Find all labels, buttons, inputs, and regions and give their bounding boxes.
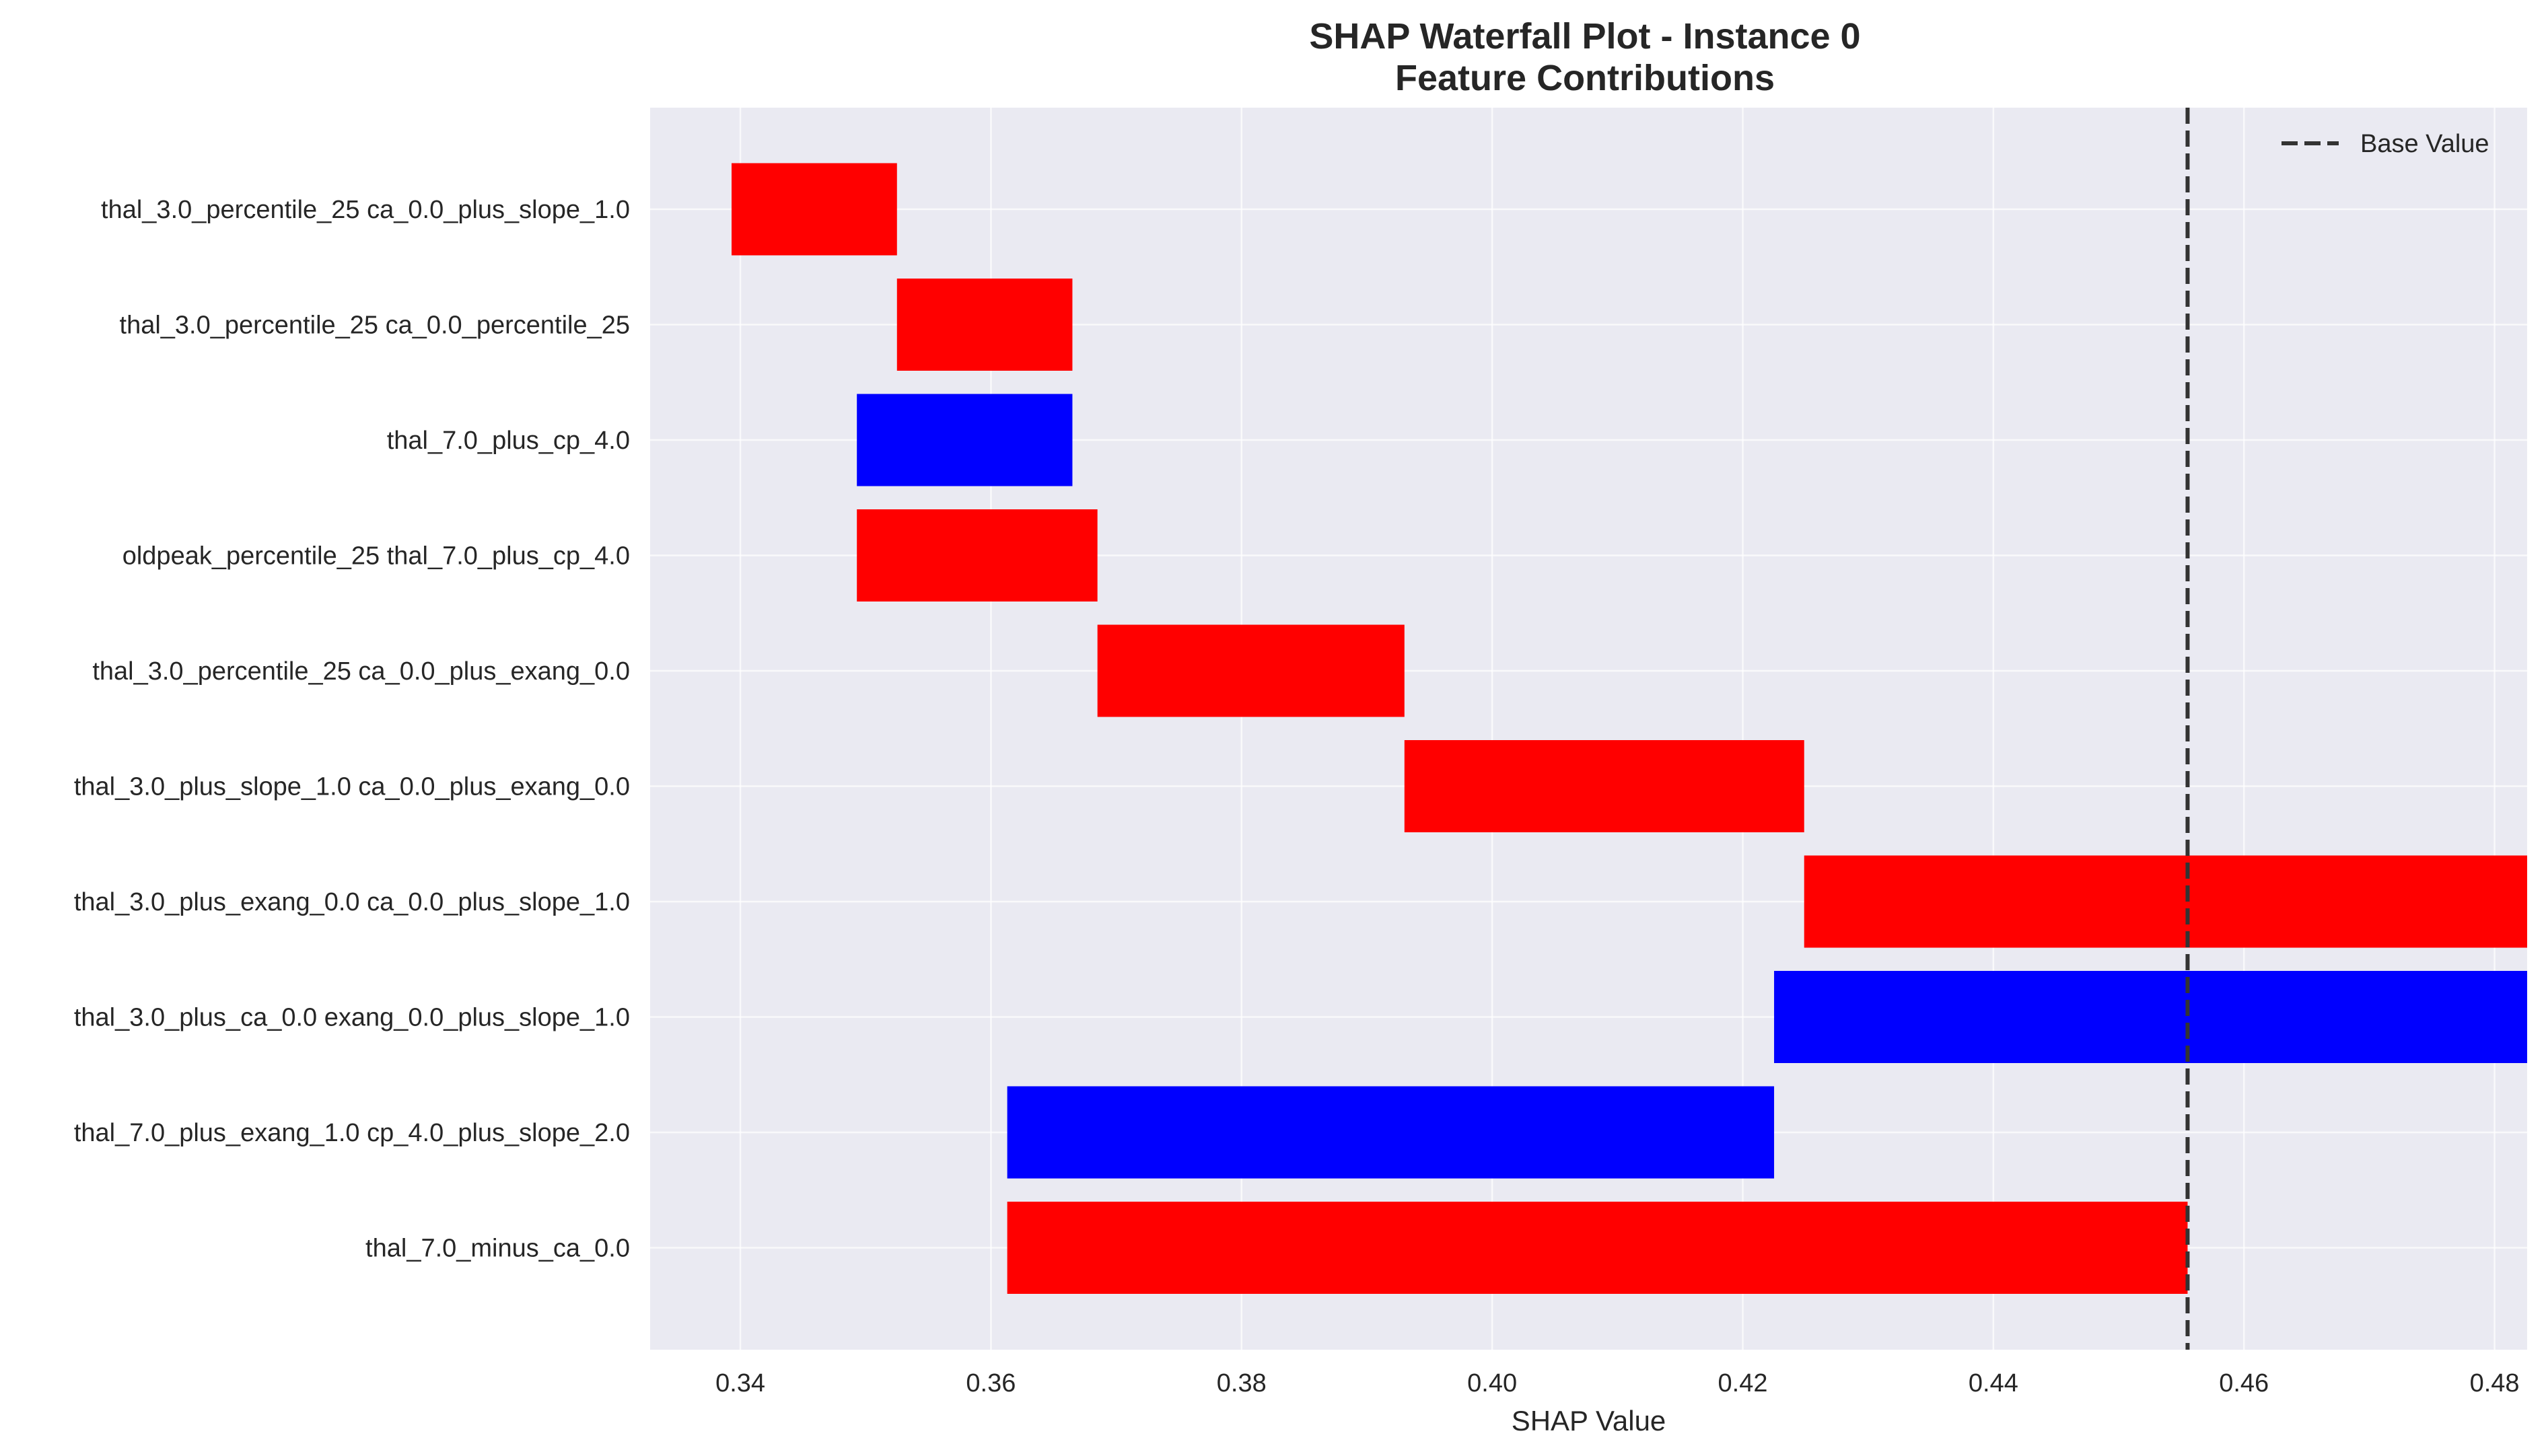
x-tick-label: 0.42 bbox=[1718, 1369, 1768, 1397]
y-tick-labels: thal_3.0_percentile_25 ca_0.0_plus_slope… bbox=[74, 196, 630, 1263]
x-tick-label: 0.46 bbox=[2219, 1369, 2269, 1397]
bar bbox=[1007, 1086, 1775, 1179]
bar bbox=[857, 509, 1098, 602]
x-tick-label: 0.48 bbox=[2470, 1369, 2520, 1397]
bar bbox=[857, 394, 1073, 486]
chart-title-line-2: Feature Contributions bbox=[1395, 58, 1775, 98]
bar bbox=[1804, 855, 2527, 948]
y-tick-label: thal_3.0_percentile_25 ca_0.0_plus_exang… bbox=[92, 657, 630, 686]
y-tick-label: thal_3.0_plus_ca_0.0 exang_0.0_plus_slop… bbox=[74, 1004, 630, 1032]
y-tick-label: thal_7.0_minus_ca_0.0 bbox=[365, 1235, 630, 1263]
x-axis-label: SHAP Value bbox=[1512, 1405, 1666, 1436]
bars bbox=[732, 163, 2527, 1294]
x-tick-label: 0.36 bbox=[966, 1369, 1016, 1397]
x-tick-label: 0.40 bbox=[1467, 1369, 1517, 1397]
bar bbox=[1097, 624, 1405, 717]
y-tick-label: thal_3.0_plus_exang_0.0 ca_0.0_plus_slop… bbox=[74, 888, 630, 916]
chart-title-line-1: SHAP Waterfall Plot - Instance 0 bbox=[1309, 16, 1860, 57]
x-tick-label: 0.34 bbox=[715, 1369, 765, 1397]
legend-label: Base Value bbox=[2360, 130, 2489, 158]
y-tick-label: thal_7.0_plus_cp_4.0 bbox=[387, 427, 630, 455]
y-tick-label: thal_3.0_percentile_25 ca_0.0_plus_slope… bbox=[101, 196, 630, 224]
y-tick-label: thal_3.0_percentile_25 ca_0.0_percentile… bbox=[120, 312, 630, 340]
x-tick-label: 0.44 bbox=[1969, 1369, 2018, 1397]
x-tick-label: 0.38 bbox=[1217, 1369, 1267, 1397]
x-tick-labels: 0.34 0.36 0.38 0.40 0.42 0.44 0.46 0.48 bbox=[715, 1369, 2520, 1397]
y-tick-label: thal_7.0_plus_exang_1.0 cp_4.0_plus_slop… bbox=[74, 1119, 630, 1147]
bar bbox=[896, 279, 1073, 371]
bar bbox=[1774, 971, 2527, 1063]
bar bbox=[732, 163, 897, 256]
y-tick-label: thal_3.0_plus_slope_1.0 ca_0.0_plus_exan… bbox=[74, 773, 630, 801]
bar bbox=[1404, 740, 1804, 832]
bar bbox=[1007, 1202, 2188, 1294]
y-tick-label: oldpeak_percentile_25 thal_7.0_plus_cp_4… bbox=[122, 542, 630, 571]
legend: Base Value bbox=[2282, 130, 2489, 158]
